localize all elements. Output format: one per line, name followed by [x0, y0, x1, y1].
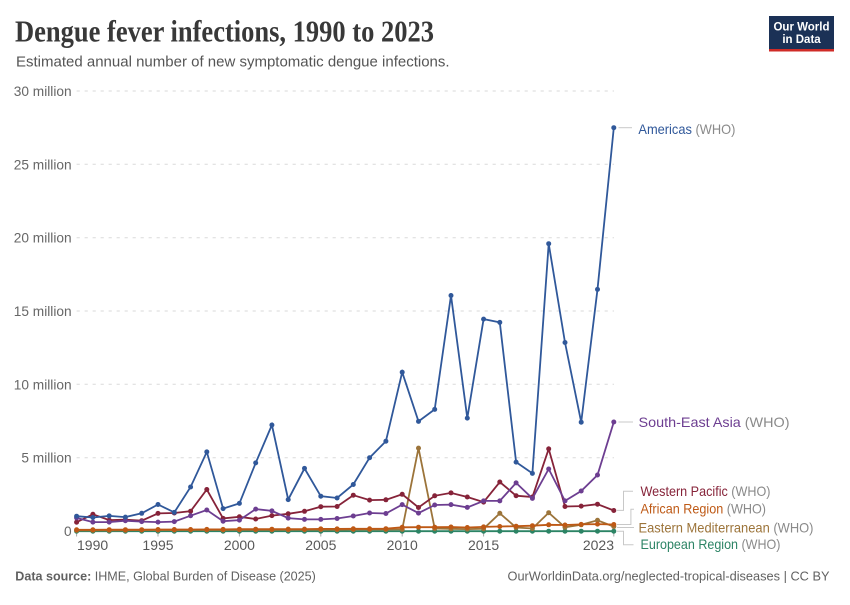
svg-text:25 million: 25 million: [14, 157, 72, 172]
svg-text:1995: 1995: [142, 537, 173, 553]
svg-text:Dengue fever infections, 1990: Dengue fever infections, 1990 to 2023: [15, 15, 434, 49]
svg-text:5 million: 5 million: [21, 451, 71, 466]
svg-text:in Data: in Data: [782, 34, 821, 46]
svg-text:15 million: 15 million: [14, 304, 72, 319]
svg-text:2023: 2023: [583, 537, 614, 553]
svg-text:Western Pacific (WHO): Western Pacific (WHO): [641, 484, 771, 499]
svg-text:2005: 2005: [305, 537, 336, 553]
svg-text:20 million: 20 million: [14, 231, 72, 246]
svg-text:0: 0: [64, 524, 72, 539]
svg-text:South-East Asia (WHO): South-East Asia (WHO): [639, 415, 790, 430]
svg-text:30 million: 30 million: [14, 84, 72, 99]
svg-text:2015: 2015: [468, 537, 499, 553]
svg-text:Eastern Mediterranean (WHO): Eastern Mediterranean (WHO): [639, 520, 814, 535]
svg-text:OurWorldinData.org/neglected-t: OurWorldinData.org/neglected-tropical-di…: [508, 569, 830, 584]
svg-text:Estimated annual number of new: Estimated annual number of new symptomat…: [16, 54, 450, 71]
svg-text:European Region (WHO): European Region (WHO): [641, 537, 781, 552]
svg-text:African Region (WHO): African Region (WHO): [641, 502, 767, 517]
svg-text:1990: 1990: [77, 537, 108, 553]
svg-text:Data source: IHME, Global Burd: Data source: IHME, Global Burden of Dise…: [15, 569, 316, 584]
svg-text:2000: 2000: [224, 537, 255, 553]
svg-text:Americas (WHO): Americas (WHO): [638, 122, 735, 137]
svg-text:2010: 2010: [387, 537, 418, 553]
svg-text:Our World: Our World: [773, 22, 829, 34]
svg-text:10 million: 10 million: [14, 377, 72, 392]
